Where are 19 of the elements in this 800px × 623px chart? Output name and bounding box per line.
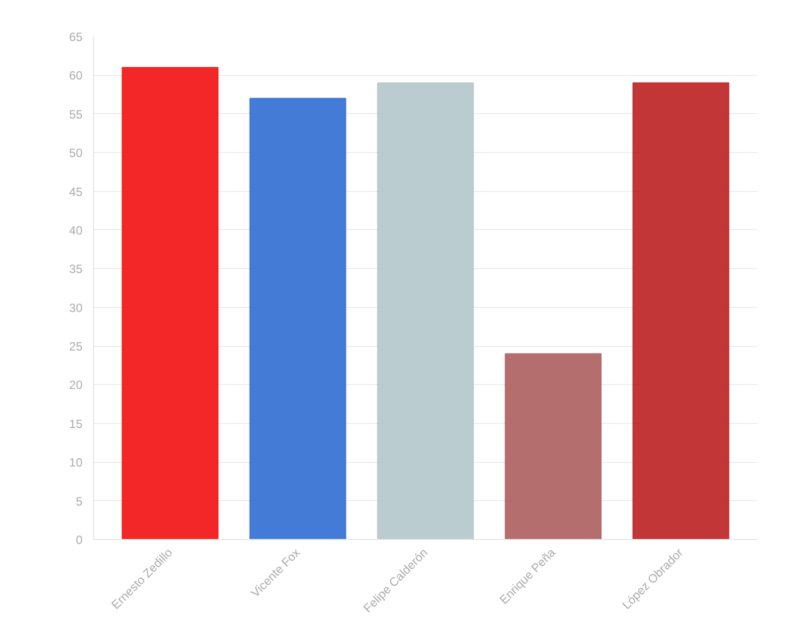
bar: [249, 98, 346, 540]
y-tick-label: 40: [69, 223, 83, 238]
y-tick-label: 0: [76, 533, 83, 547]
y-tick-label: 15: [69, 416, 83, 431]
bar: [504, 353, 602, 540]
y-tick-label: 65: [69, 30, 83, 44]
y-tick-label: 10: [69, 456, 83, 470]
y-tick-label: 50: [69, 146, 83, 160]
bar: [632, 82, 730, 540]
bar: [122, 66, 218, 540]
y-tick-label: 5: [76, 494, 83, 508]
y-tick-label: 20: [69, 378, 83, 392]
y-tick-label: 30: [69, 300, 83, 315]
y-tick-label: 35: [69, 262, 83, 276]
y-tick-label: 45: [69, 184, 83, 199]
y-tick-label: 25: [69, 340, 83, 354]
y-tick-label: 55: [69, 107, 83, 122]
bar: [377, 82, 474, 540]
y-tick-label: 60: [69, 68, 83, 83]
